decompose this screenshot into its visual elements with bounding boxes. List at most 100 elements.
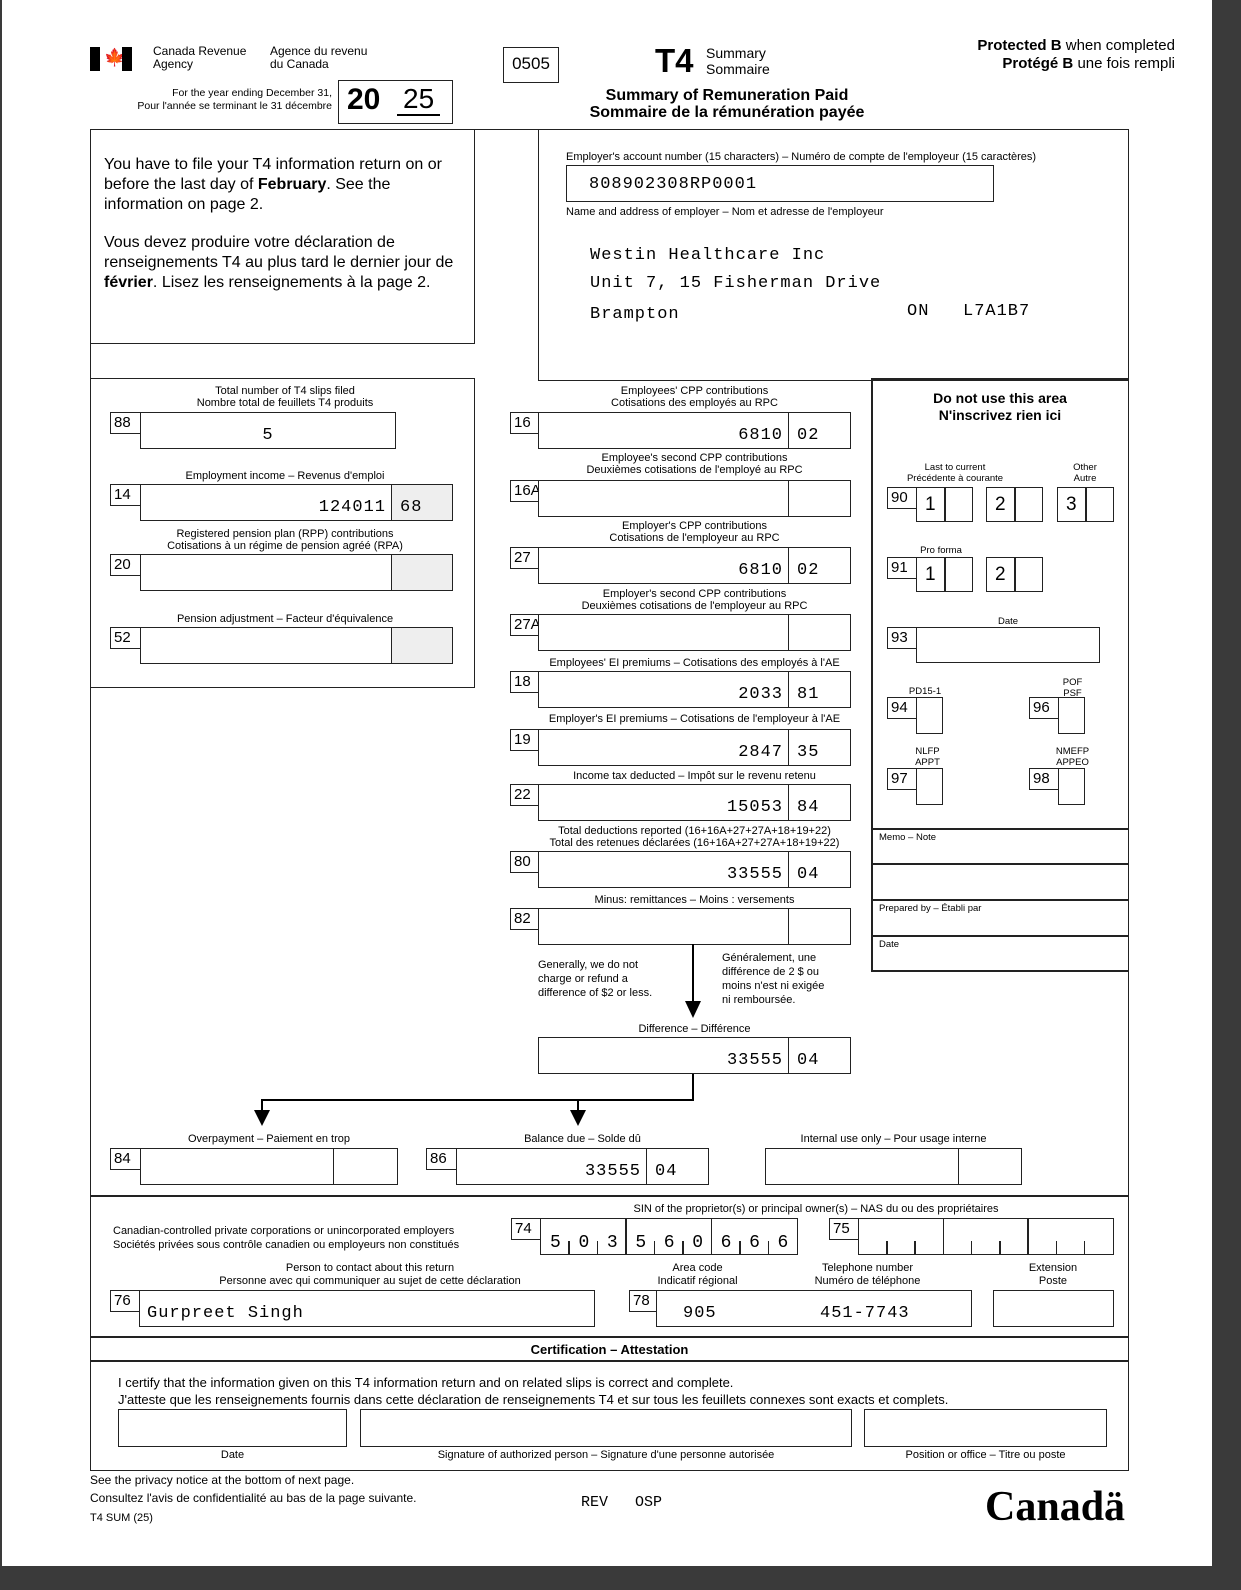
box-14-number: 14	[110, 484, 141, 506]
box-86-field[interactable]: 04 33555	[456, 1148, 709, 1185]
box-88-field[interactable]: 5	[140, 412, 396, 449]
area-code-value: 905	[683, 1304, 717, 1323]
box-16-field[interactable]: 02 6810	[538, 412, 851, 449]
box-20-field[interactable]	[140, 554, 453, 591]
box-91-number: 91	[887, 557, 917, 579]
box-82-cents	[788, 909, 850, 944]
sin-digit: 6	[749, 1233, 761, 1253]
box-52-field[interactable]	[140, 627, 453, 664]
box-19-label: Employer's EI premiums – Cotisations de …	[548, 713, 841, 725]
certification-title: Certification – Attestation	[530, 1342, 689, 1357]
box-14-label: Employment income – Revenus d'emploi	[185, 470, 385, 482]
extension-field[interactable]	[993, 1290, 1114, 1327]
tax-year-field[interactable]: 25	[397, 84, 441, 116]
box-90-option-1[interactable]: 1	[916, 487, 973, 522]
box-22-field[interactable]: 84 15053	[538, 784, 851, 821]
difference-cents: 04	[788, 1038, 850, 1073]
contact-name-field[interactable]: Gurpreet Singh	[139, 1290, 595, 1327]
box-84-field[interactable]	[140, 1148, 398, 1185]
other-label: Other Autre	[1073, 462, 1097, 484]
box-52-label: Pension adjustment – Facteur d'équivalen…	[176, 613, 394, 625]
box-91-option-1[interactable]: 1	[916, 557, 973, 592]
pro-forma-label: Pro forma	[920, 545, 962, 556]
box-19-field[interactable]: 35 2847	[538, 729, 851, 766]
employer-province[interactable]: ON	[907, 302, 930, 321]
memo-label: Memo – Note	[879, 832, 937, 843]
canada-flag-icon: 🍁	[90, 47, 132, 71]
signature-field[interactable]	[360, 1409, 852, 1447]
filing-info-box: You have to file your T4 information ret…	[90, 129, 475, 344]
certification-text: I certify that the information given on …	[118, 1375, 949, 1407]
box-20-cents	[391, 555, 452, 590]
box-91-option-2[interactable]: 2	[986, 557, 1043, 592]
employer-postal-code[interactable]: L7A1B7	[963, 302, 1031, 321]
box-97-field[interactable]	[916, 768, 943, 805]
position-label: Position or office – Titre ou poste	[905, 1449, 1066, 1461]
box-82-field[interactable]	[538, 908, 851, 945]
box-27a-field[interactable]	[538, 614, 851, 651]
contact-person-label: Person to contact about this return Perso…	[219, 1262, 521, 1287]
certification-date-field[interactable]	[118, 1409, 347, 1447]
account-number-field[interactable]: 808902308RP0001	[566, 165, 994, 202]
box-27-label: Employer's CPP contributions Cotisations …	[609, 520, 780, 544]
agency-name-en: Canada Revenue Agency	[153, 44, 247, 71]
box-16a-cents	[788, 481, 850, 516]
privacy-notice: See the privacy notice at the bottom of …	[90, 1473, 417, 1505]
box-82-label: Minus: remittances – Moins : versements	[594, 894, 795, 906]
position-field[interactable]	[864, 1409, 1107, 1447]
sin-digit: 5	[550, 1233, 562, 1253]
box-96-field[interactable]	[1058, 697, 1085, 734]
year-label: For the year ending December 31, Pour l'a…	[137, 87, 332, 112]
box-90-number: 90	[887, 487, 917, 509]
box-75-sin-field[interactable]	[858, 1218, 1114, 1255]
box-16a-field[interactable]	[538, 480, 851, 517]
sin-divider	[625, 1219, 627, 1254]
phone-field[interactable]: 905 451-7743	[656, 1290, 972, 1327]
protected-b-notice: Protected B when completed Protégé B une…	[977, 37, 1175, 72]
box-18-cents: 81	[788, 672, 850, 707]
phone-value: 451-7743	[820, 1304, 910, 1323]
employer-address[interactable]: Unit 7, 15 Fisherman Drive	[590, 274, 882, 293]
box-16-cents-value: 02	[797, 426, 820, 445]
area-code-label: Area code Indicatif régional	[657, 1262, 738, 1287]
form-code: 0505	[503, 47, 559, 83]
box-27a-label: Employer's second CPP contributions Deuxi…	[581, 588, 808, 612]
sin-divider	[653, 1241, 656, 1254]
box-98-field[interactable]	[1058, 768, 1085, 805]
box-97-number: 97	[887, 768, 917, 790]
box-94-field[interactable]	[916, 697, 943, 734]
sin-digit: 5	[635, 1233, 648, 1253]
employer-city[interactable]: Brampton	[590, 305, 680, 324]
prepared-by-label: Prepared by – Établi par	[879, 903, 982, 914]
internal-use-field[interactable]	[765, 1148, 1022, 1185]
box-93-date-field[interactable]	[916, 627, 1100, 663]
nmefp-label: NMEFP APPEO	[1055, 746, 1090, 768]
box-14-field[interactable]: 68 124011	[140, 484, 453, 521]
account-number-label: Employer's account number (15 characters…	[566, 151, 1037, 163]
box-18-dollars-value: 2033	[738, 685, 783, 704]
difference-field[interactable]: 04 33555	[538, 1037, 851, 1074]
box-76-number: 76	[110, 1290, 140, 1312]
date-field-label: Date	[220, 1449, 245, 1461]
box-16-number: 16	[510, 412, 539, 434]
box-19-number: 19	[510, 729, 539, 751]
office-codes: REV OSP	[581, 1494, 663, 1511]
note-fr: Généralement, une différence de 2 $ ou moi…	[722, 952, 825, 1006]
employer-name[interactable]: Westin Healthcare Inc	[590, 246, 826, 265]
box-86-cents: 04	[646, 1149, 708, 1184]
box-94-number: 94	[887, 697, 917, 719]
box-18-field[interactable]: 81 2033	[538, 671, 851, 708]
box-18-cents-value: 81	[797, 685, 820, 704]
tax-year-box: 20 25	[338, 80, 453, 124]
internal-use-cents	[958, 1149, 1021, 1184]
box-88-label: Total number of T4 slips filed Nombre tot…	[196, 385, 374, 409]
box-80-field[interactable]: 04 33555	[538, 851, 851, 888]
box-84-cents	[333, 1149, 397, 1184]
box-88-value: 5	[262, 426, 274, 445]
box-27-field[interactable]: 02 6810	[538, 547, 851, 584]
box-90-option-2[interactable]: 2	[986, 487, 1043, 522]
box-90-option-3[interactable]: 3	[1057, 487, 1114, 522]
box-22-cents: 84	[788, 785, 850, 820]
box-16-cents: 02	[788, 413, 850, 448]
